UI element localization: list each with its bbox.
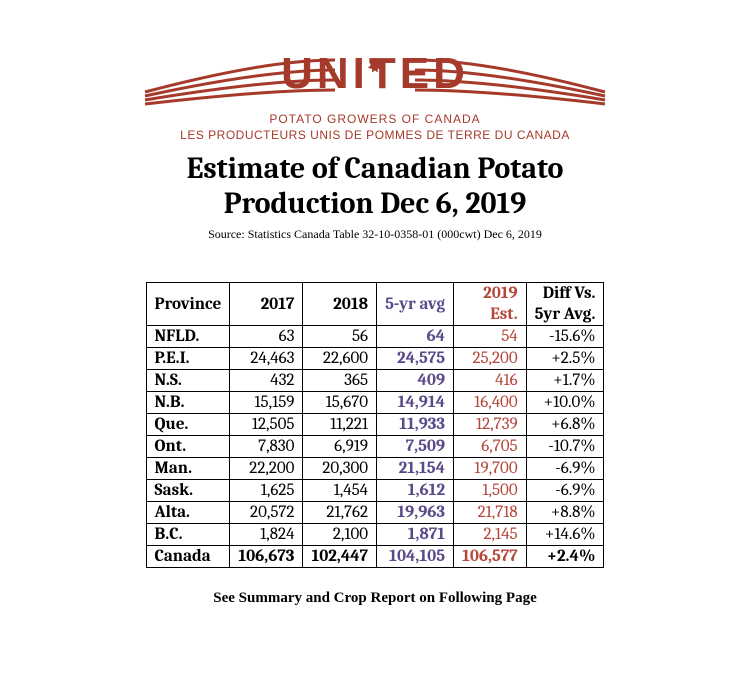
cell: 2,145: [454, 524, 527, 546]
col-2018: 2018: [303, 283, 377, 326]
cell: +8.8%: [526, 502, 604, 524]
cell: Ont.: [146, 436, 230, 458]
cell: +6.8%: [526, 414, 604, 436]
cell: 1,625: [230, 480, 303, 502]
cell: -15.6%: [526, 326, 604, 348]
cell: 6,705: [454, 436, 527, 458]
cell: 1,612: [377, 480, 454, 502]
table-row: Que.12,50511,22111,93312,739+6.8%: [146, 414, 604, 436]
cell: N.S.: [146, 370, 230, 392]
cell: N.B.: [146, 392, 230, 414]
cell: 365: [303, 370, 377, 392]
cell: 2,100: [303, 524, 377, 546]
col-2019-a: 2019: [454, 283, 527, 305]
table-row: B.C.1,8242,1001,8712,145+14.6%: [146, 524, 604, 546]
cell: 15,670: [303, 392, 377, 414]
table-row: NFLD.63566454-15.6%: [146, 326, 604, 348]
logo-subtitle-en: POTATO GROWERS OF CANADA: [60, 112, 690, 126]
table-row: Ont.7,8306,9197,5096,705-10.7%: [146, 436, 604, 458]
col-diff-a: Diff Vs.: [526, 283, 604, 305]
cell: 14,914: [377, 392, 454, 414]
cell: 15,159: [230, 392, 303, 414]
cell: Que.: [146, 414, 230, 436]
production-table: Province 2017 2018 5-yr avg 2019 Diff Vs…: [146, 282, 605, 568]
cell: 24,463: [230, 348, 303, 370]
cell: -10.7%: [526, 436, 604, 458]
cell: 11,933: [377, 414, 454, 436]
cell: NFLD.: [146, 326, 230, 348]
cell: 11,221: [303, 414, 377, 436]
document-title: Estimate of Canadian Potato Production D…: [60, 152, 690, 221]
total-row: Canada106,673102,447104,105106,577+2.4%: [146, 546, 604, 568]
cell: Alta.: [146, 502, 230, 524]
cell: Sask.: [146, 480, 230, 502]
cell: +10.0%: [526, 392, 604, 414]
header-row-1: Province 2017 2018 5-yr avg 2019 Diff Vs…: [146, 283, 604, 305]
cell: 106,577: [454, 546, 527, 568]
united-logo: UNITED: [125, 30, 625, 110]
cell: 104,105: [377, 546, 454, 568]
col-2019-b: Est.: [454, 304, 527, 326]
cell: 54: [454, 326, 527, 348]
cell: 21,762: [303, 502, 377, 524]
cell: B.C.: [146, 524, 230, 546]
col-diff-b: 5yr Avg.: [526, 304, 604, 326]
cell: +1.7%: [526, 370, 604, 392]
cell: 20,572: [230, 502, 303, 524]
cell: 106,673: [230, 546, 303, 568]
cell: 24,575: [377, 348, 454, 370]
cell: 22,200: [230, 458, 303, 480]
cell: 12,505: [230, 414, 303, 436]
cell: 432: [230, 370, 303, 392]
cell: 25,200: [454, 348, 527, 370]
source-line: Source: Statistics Canada Table 32-10-03…: [60, 227, 690, 242]
col-5yr-avg: 5-yr avg: [377, 283, 454, 326]
cell: 12,739: [454, 414, 527, 436]
cell: -6.9%: [526, 480, 604, 502]
cell: 63: [230, 326, 303, 348]
cell: 21,718: [454, 502, 527, 524]
footer-note: See Summary and Crop Report on Following…: [60, 590, 690, 607]
cell: 102,447: [303, 546, 377, 568]
cell: 6,919: [303, 436, 377, 458]
table-row: Man.22,20020,30021,15419,700-6.9%: [146, 458, 604, 480]
cell: -6.9%: [526, 458, 604, 480]
cell: 21,154: [377, 458, 454, 480]
cell: Canada: [146, 546, 230, 568]
cell: +2.4%: [526, 546, 604, 568]
table-row: N.B.15,15915,67014,91416,400+10.0%: [146, 392, 604, 414]
cell: P.E.I.: [146, 348, 230, 370]
cell: 19,963: [377, 502, 454, 524]
cell: Man.: [146, 458, 230, 480]
cell: 1,454: [303, 480, 377, 502]
title-line1: Estimate of Canadian Potato: [187, 151, 564, 186]
logo-subtitle-fr: LES PRODUCTEURS UNIS DE POMMES DE TERRE …: [60, 128, 690, 142]
col-2017: 2017: [230, 283, 303, 326]
cell: 56: [303, 326, 377, 348]
cell: +14.6%: [526, 524, 604, 546]
cell: 16,400: [454, 392, 527, 414]
cell: 416: [454, 370, 527, 392]
cell: +2.5%: [526, 348, 604, 370]
cell: 7,830: [230, 436, 303, 458]
logo-block: UNITED POTATO GROWERS OF CANADA LES PROD…: [60, 30, 690, 142]
cell: 64: [377, 326, 454, 348]
cell: 1,500: [454, 480, 527, 502]
cell: 20,300: [303, 458, 377, 480]
table-row: Alta.20,57221,76219,96321,718+8.8%: [146, 502, 604, 524]
table-row: Sask.1,6251,4541,6121,500-6.9%: [146, 480, 604, 502]
cell: 7,509: [377, 436, 454, 458]
title-line2: Production Dec 6, 2019: [224, 186, 527, 221]
cell: 1,824: [230, 524, 303, 546]
col-province: Province: [146, 283, 230, 326]
table-row: P.E.I.24,46322,60024,57525,200+2.5%: [146, 348, 604, 370]
cell: 19,700: [454, 458, 527, 480]
svg-text:UNITED: UNITED: [281, 49, 469, 98]
cell: 22,600: [303, 348, 377, 370]
cell: 1,871: [377, 524, 454, 546]
cell: 409: [377, 370, 454, 392]
table-row: N.S.432365409416+1.7%: [146, 370, 604, 392]
